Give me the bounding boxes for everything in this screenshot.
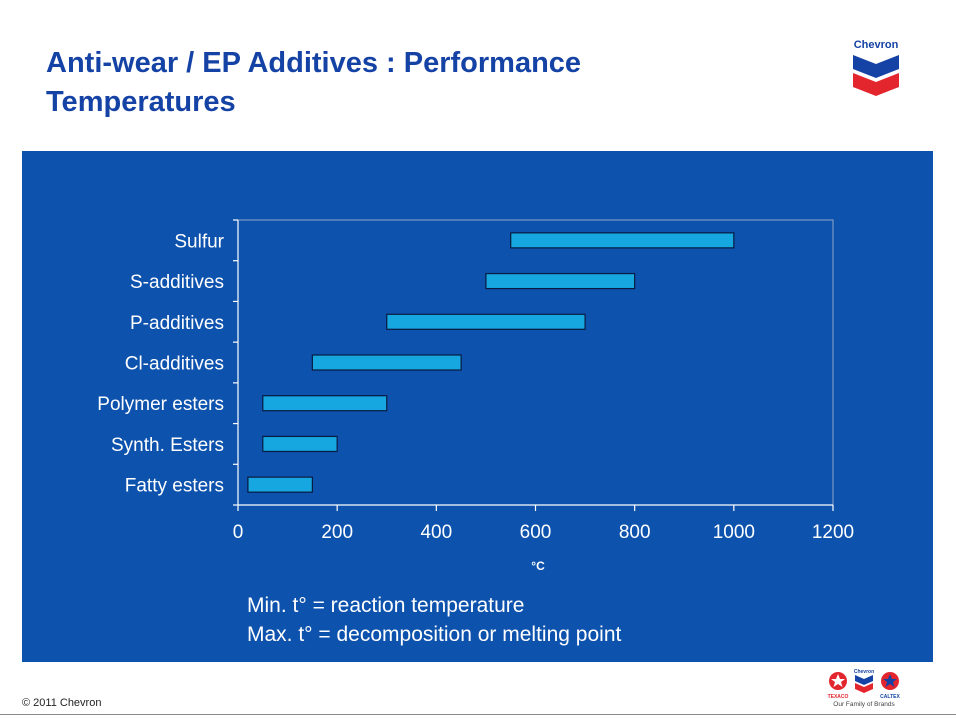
- texaco-label: TEXACO: [828, 694, 849, 700]
- chevron-small-icon: Chevron: [854, 669, 874, 693]
- footer-divider: [0, 714, 956, 715]
- family-logos-icon: TEXACO Chevron CALTEX: [828, 669, 901, 700]
- copyright-text: © 2011 Chevron: [22, 697, 102, 709]
- range-bar: [386, 313, 586, 330]
- category-label: Cl-additives: [125, 354, 224, 375]
- title-line-2: Temperatures: [46, 86, 236, 118]
- caltex-label: CALTEX: [880, 694, 900, 700]
- x-tick-label: 800: [619, 522, 651, 543]
- category-label: S-additives: [130, 272, 224, 293]
- category-label: P-additives: [130, 313, 224, 334]
- category-label: Polymer esters: [97, 394, 224, 415]
- chevron-logo-wordmark: Chevron: [853, 39, 899, 51]
- caltex-star-icon: CALTEX: [880, 672, 900, 700]
- x-axis-unit-label: °C: [531, 559, 545, 573]
- range-bar: [247, 476, 313, 493]
- chevron-small-label: Chevron: [854, 669, 874, 675]
- range-bar: [510, 232, 735, 249]
- x-tick-label: 600: [520, 522, 552, 543]
- range-bar: [262, 435, 338, 453]
- family-of-brands-logo: TEXACO Chevron CALTEX Our Family of Bran…: [822, 667, 906, 713]
- range-bar-chart: Sulfur S-additives P-additives Cl-additives…: [97, 219, 854, 573]
- chevron-emblem-icon: [853, 55, 899, 96]
- x-tick-label: 1000: [713, 522, 755, 543]
- chart-notes: Min. t° = reaction temperature Max. t° =…: [247, 591, 621, 649]
- note-min-temperature: Min. t° = reaction temperature: [247, 594, 525, 617]
- chart-panel: Sulfur S-additives P-additives Cl-additives…: [22, 151, 933, 662]
- range-bar: [262, 395, 388, 412]
- x-tick-label: 200: [321, 522, 353, 543]
- note-max-temperature: Max. t° = decomposition or melting point: [247, 623, 622, 646]
- slide-title: Anti-wear / EP Additives : Performance T…: [46, 44, 746, 122]
- range-bar: [311, 354, 462, 371]
- x-tick-label: 400: [420, 522, 452, 543]
- family-tagline: Our Family of Brands: [833, 701, 895, 708]
- chevron-logo: Chevron: [846, 38, 906, 98]
- category-label: Sulfur: [174, 231, 224, 252]
- range-bar: [485, 272, 636, 290]
- category-label: Fatty esters: [125, 476, 224, 497]
- x-tick-label: 1200: [812, 522, 854, 543]
- texaco-star-icon: TEXACO: [828, 672, 849, 700]
- x-tick-label: 0: [233, 522, 244, 543]
- title-line-1: Anti-wear / EP Additives : Performance: [46, 47, 582, 79]
- category-label: Synth. Esters: [111, 435, 224, 456]
